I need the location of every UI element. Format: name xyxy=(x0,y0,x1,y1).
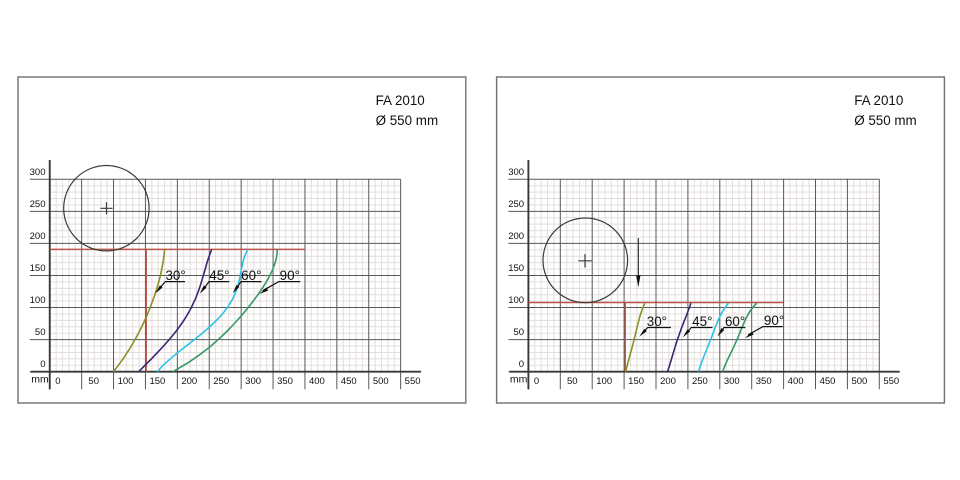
svg-text:90°: 90° xyxy=(280,268,300,283)
svg-text:200: 200 xyxy=(660,376,676,387)
svg-text:45°: 45° xyxy=(209,268,229,283)
svg-text:mm: mm xyxy=(31,374,49,386)
svg-text:300: 300 xyxy=(724,376,740,387)
svg-text:250: 250 xyxy=(692,376,708,387)
svg-text:60°: 60° xyxy=(725,314,745,329)
svg-text:200: 200 xyxy=(181,376,197,387)
svg-text:200: 200 xyxy=(30,231,46,242)
svg-text:30°: 30° xyxy=(647,314,667,329)
svg-text:250: 250 xyxy=(508,199,524,210)
svg-text:150: 150 xyxy=(30,263,46,274)
svg-text:0: 0 xyxy=(55,376,60,387)
svg-text:50: 50 xyxy=(88,376,99,387)
svg-text:150: 150 xyxy=(149,376,165,387)
svg-text:250: 250 xyxy=(213,376,229,387)
svg-text:50: 50 xyxy=(567,376,578,387)
svg-text:400: 400 xyxy=(788,376,804,387)
svg-text:0: 0 xyxy=(40,359,45,370)
svg-text:250: 250 xyxy=(30,199,46,210)
svg-text:350: 350 xyxy=(277,376,293,387)
svg-text:400: 400 xyxy=(309,376,325,387)
svg-text:FA 2010: FA 2010 xyxy=(854,93,903,108)
svg-text:90°: 90° xyxy=(764,313,784,328)
svg-text:100: 100 xyxy=(596,376,612,387)
svg-text:500: 500 xyxy=(851,376,867,387)
svg-text:mm: mm xyxy=(510,374,528,386)
svg-text:50: 50 xyxy=(35,327,46,338)
svg-text:300: 300 xyxy=(508,167,524,178)
svg-text:100: 100 xyxy=(508,295,524,306)
svg-text:550: 550 xyxy=(883,376,899,387)
svg-text:150: 150 xyxy=(628,376,644,387)
svg-text:0: 0 xyxy=(519,359,524,370)
svg-text:150: 150 xyxy=(508,263,524,274)
svg-text:FA 2010: FA 2010 xyxy=(376,93,425,108)
svg-text:500: 500 xyxy=(373,376,389,387)
svg-text:350: 350 xyxy=(756,376,772,387)
svg-text:100: 100 xyxy=(118,376,134,387)
svg-text:450: 450 xyxy=(820,376,836,387)
svg-text:45°: 45° xyxy=(692,314,712,329)
svg-text:Ø 550 mm: Ø 550 mm xyxy=(376,113,439,128)
svg-text:100: 100 xyxy=(30,295,46,306)
svg-text:0: 0 xyxy=(534,376,539,387)
svg-text:300: 300 xyxy=(245,376,261,387)
svg-text:Ø 550 mm: Ø 550 mm xyxy=(854,113,917,128)
svg-text:550: 550 xyxy=(405,376,421,387)
svg-text:30°: 30° xyxy=(165,268,185,283)
svg-text:50: 50 xyxy=(514,327,525,338)
svg-text:450: 450 xyxy=(341,376,357,387)
svg-text:300: 300 xyxy=(30,167,46,178)
svg-text:60°: 60° xyxy=(241,268,261,283)
svg-text:200: 200 xyxy=(508,231,524,242)
